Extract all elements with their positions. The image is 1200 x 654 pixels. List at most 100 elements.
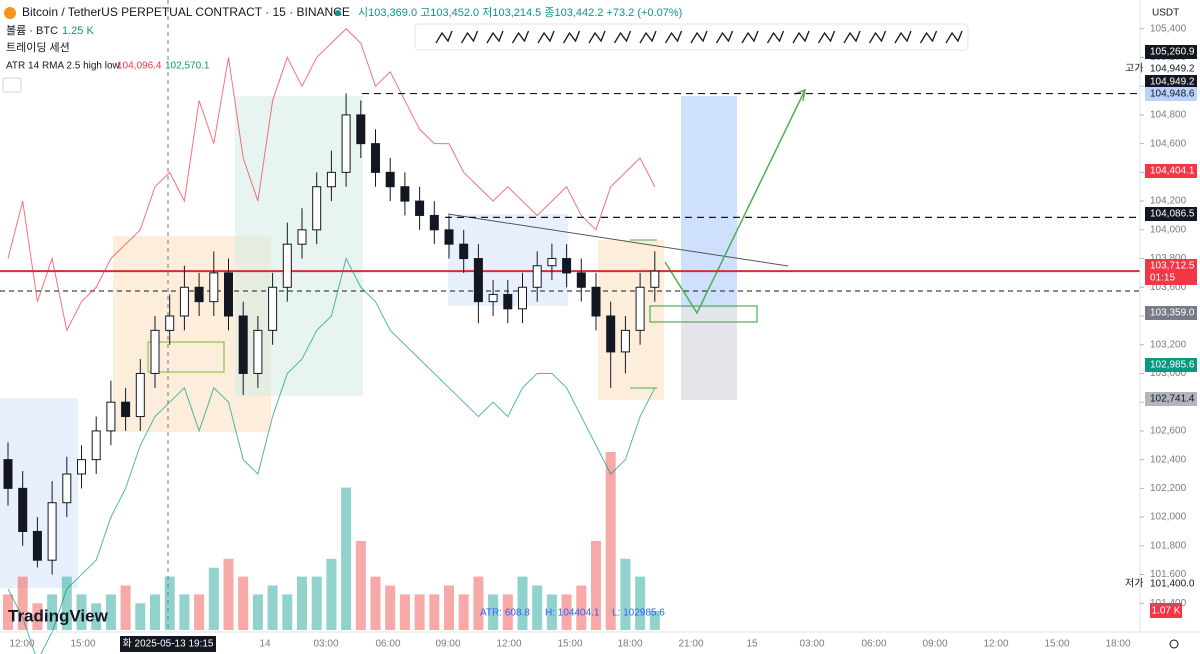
tool-icon[interactable]	[460, 30, 479, 44]
tool-icon[interactable]	[843, 30, 861, 44]
volume-bar	[3, 594, 13, 630]
tool-icon[interactable]	[613, 30, 632, 44]
collapse-button[interactable]	[2, 77, 22, 93]
y-tick-label: 104,000	[1150, 224, 1187, 235]
y-tick-label: 101,400	[1150, 598, 1187, 609]
tool-icon[interactable]	[537, 30, 555, 44]
tool-icon[interactable]	[435, 30, 453, 44]
volume-bar	[591, 541, 601, 630]
volume-bar	[150, 594, 160, 630]
drawing-toolbar	[414, 23, 969, 51]
volume-bar	[91, 603, 102, 630]
x-tick-label: 18:00	[1105, 639, 1130, 650]
tool-icon[interactable]	[792, 30, 810, 44]
tool-icon[interactable]	[562, 30, 581, 44]
volume-bar	[326, 558, 337, 630]
candle-body	[503, 293, 513, 310]
y-tick-label: 104,600	[1150, 138, 1187, 149]
candle-body	[518, 286, 527, 310]
volume-bar	[605, 452, 616, 630]
projection-arrow	[664, 89, 806, 315]
candle-body	[18, 487, 28, 532]
volume-bar	[32, 603, 43, 630]
volume-bar	[120, 585, 131, 630]
badge-tag: 저가	[1125, 578, 1143, 590]
price-badge	[1145, 259, 1197, 285]
tool-icon[interactable]	[894, 30, 912, 44]
volume-bar	[194, 594, 205, 630]
tool-icon[interactable]	[817, 30, 836, 44]
price-badge	[1145, 45, 1197, 59]
volume-badge-text: 1.07 K	[1152, 606, 1181, 617]
x-tick-label: 09:00	[435, 639, 460, 650]
tool-icon[interactable]	[511, 30, 530, 44]
y-tick-label: 102,200	[1150, 483, 1187, 494]
candle-body	[473, 258, 483, 303]
volume-bar	[311, 576, 322, 630]
settings-icon[interactable]	[1169, 639, 1179, 649]
tool-icon[interactable]	[690, 30, 708, 44]
tool-icon[interactable]	[741, 30, 759, 44]
candle-body	[444, 229, 454, 245]
volume-bar	[502, 594, 513, 630]
symbol[interactable]: Bitcoin / TetherUS PERPETUAL CONTRACT · …	[22, 5, 350, 19]
brand[interactable]: TradingView	[8, 606, 109, 625]
volume-bar	[76, 594, 87, 630]
volume-bar	[105, 594, 116, 630]
atr-line	[7, 257, 656, 654]
currency[interactable]: USDT	[1152, 8, 1179, 19]
price-badge	[1145, 75, 1197, 89]
atr-footer: L: 102985.6	[612, 608, 665, 619]
volume-bar	[473, 576, 484, 630]
x-tick-label: 15:00	[1044, 639, 1069, 650]
y-tick-label: 101,800	[1150, 540, 1187, 551]
candle-body	[268, 286, 278, 331]
tool-icon[interactable]	[919, 30, 938, 44]
arrow-head	[794, 88, 806, 102]
candle-body	[650, 270, 660, 288]
x-tick-label: 03:00	[799, 639, 824, 650]
tool-icon[interactable]	[868, 30, 887, 44]
price-badge-text: 104,949.2	[1150, 77, 1195, 88]
tool-icon[interactable]	[486, 30, 504, 44]
volume-bar	[341, 487, 352, 630]
candle-body	[371, 143, 380, 173]
tool-icon[interactable]	[945, 30, 963, 44]
tool-icon[interactable]	[715, 30, 734, 44]
volume-bar	[517, 576, 528, 630]
tool-icon[interactable]	[664, 30, 683, 44]
trend-line	[447, 213, 789, 267]
candle-body	[32, 530, 42, 561]
x-tick-label: 15	[746, 639, 758, 650]
y-tick-label: 103,600	[1150, 282, 1187, 293]
candle-body	[150, 329, 160, 374]
session-label: 트레이딩 세션	[6, 41, 70, 54]
volume-bar	[355, 541, 366, 630]
price-badge	[1145, 164, 1197, 178]
volume-bar	[267, 585, 278, 630]
volume-bar	[429, 594, 440, 630]
atr-line	[7, 28, 656, 332]
candle-body	[209, 272, 219, 303]
candle-body	[135, 372, 145, 418]
x-tick-label: 15:00	[70, 639, 95, 650]
x-tick-label: 06:00	[375, 639, 400, 650]
candle-body	[547, 258, 557, 267]
x-tick-label: 12:00	[496, 639, 521, 650]
candle-body	[341, 114, 351, 173]
tool-icon[interactable]	[588, 30, 606, 44]
y-tick-label: 101,600	[1150, 569, 1187, 580]
x-tick-label: 06:00	[861, 639, 886, 650]
candle-body	[194, 286, 204, 303]
tool-icon[interactable]	[639, 30, 657, 44]
x-tick-label: 18:00	[617, 639, 642, 650]
tool-icon[interactable]	[766, 30, 785, 44]
atr-footer: ATR: 608.8	[480, 608, 530, 619]
price-badge-text: 102,741.4	[1150, 394, 1195, 405]
volume-bar	[532, 585, 543, 630]
volume-label: 볼륨 · BTC	[6, 24, 58, 37]
y-tick-label: 102,000	[1150, 512, 1187, 523]
stop-box	[681, 308, 737, 400]
candle-body	[106, 401, 116, 432]
price-badge	[1145, 62, 1197, 76]
